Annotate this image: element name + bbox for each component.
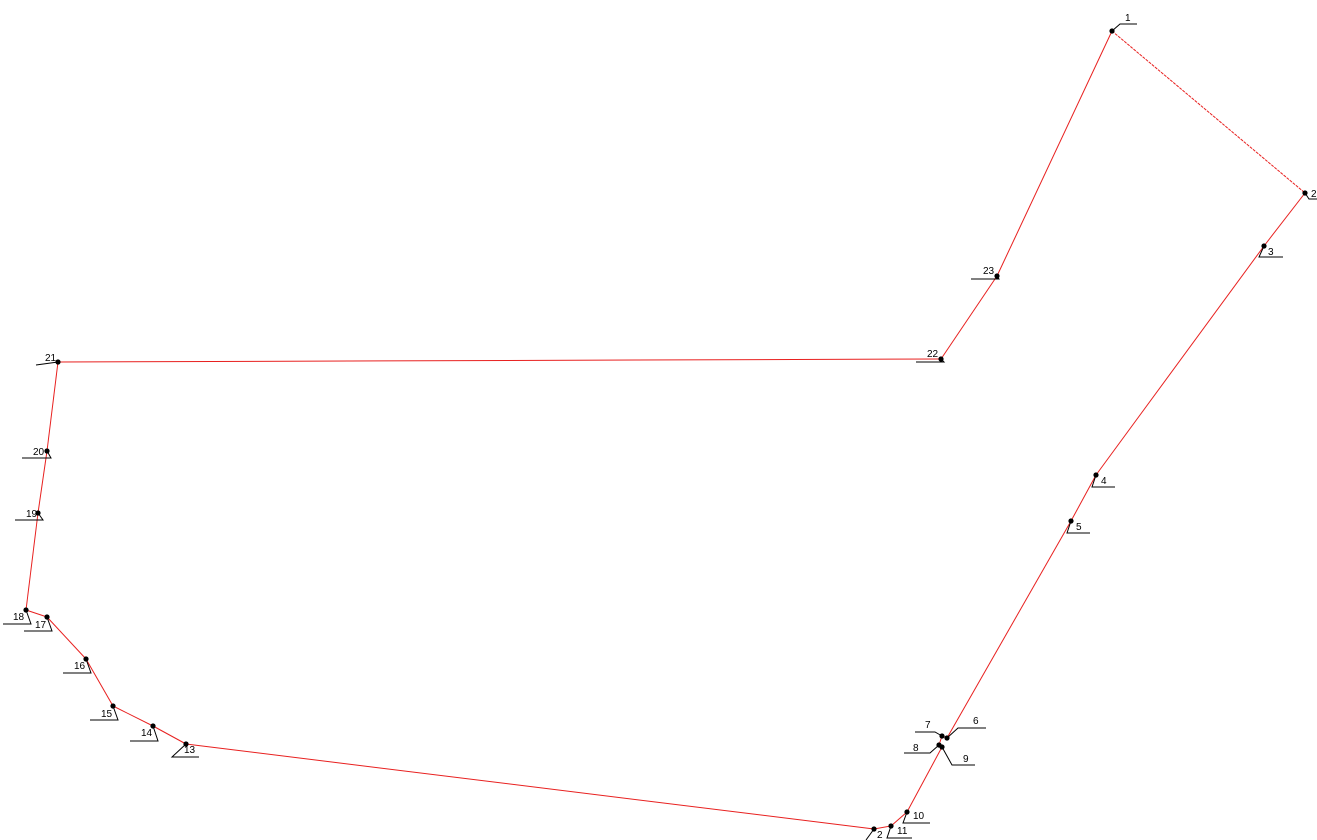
vertex-label: 18	[13, 612, 25, 623]
boundary-edge	[890, 811, 908, 827]
label-leader-line	[3, 609, 32, 625]
boundary-polygon	[25, 30, 1306, 830]
vertex-label: 10	[913, 811, 925, 822]
vertex-point	[44, 614, 50, 620]
label-leader-line	[15, 512, 44, 521]
boundary-edge	[940, 275, 998, 360]
vertex-label: 15	[101, 709, 113, 720]
vertex-label: 9	[963, 754, 969, 765]
label-leader-line	[130, 725, 159, 742]
label-leaders	[3, 23, 1317, 840]
label-leader-line	[24, 616, 53, 632]
vertex-label: 17	[35, 620, 47, 631]
vertex-point	[183, 741, 189, 747]
boundary-edge	[46, 361, 59, 452]
boundary-edge	[46, 616, 87, 660]
label-leader-line	[1091, 474, 1115, 488]
vertex-point	[944, 735, 950, 741]
vertex-label: 7	[925, 720, 931, 731]
boundary-edge	[85, 658, 114, 707]
vertex-label: 19	[26, 509, 38, 520]
boundary-edge	[1263, 192, 1306, 247]
vertex-label: 3	[1268, 247, 1274, 258]
vertex-label: 16	[74, 661, 86, 672]
vertex-point	[938, 356, 944, 362]
boundary-vertices	[23, 28, 1308, 832]
vertex-label: 2	[877, 830, 883, 840]
vertex-label: 5	[1076, 522, 1082, 533]
vertex-label: 13	[184, 745, 196, 756]
vertex-point	[994, 273, 1000, 279]
boundary-edge	[25, 512, 39, 611]
vertex-point	[150, 723, 156, 729]
vertex-label: 23	[983, 266, 995, 277]
vertex-point	[888, 823, 894, 829]
boundary-edge	[1070, 474, 1097, 522]
vertex-point	[1068, 518, 1074, 524]
boundary-edge	[1111, 30, 1306, 194]
label-leader-line	[1258, 245, 1283, 258]
vertex-label: 20	[33, 447, 45, 458]
vertex-label: 21	[45, 353, 57, 364]
boundary-edge	[946, 520, 1072, 739]
boundary-edge	[25, 609, 48, 618]
boundary-edge	[1095, 245, 1265, 476]
vertex-point	[1302, 190, 1308, 196]
label-leader-line	[902, 811, 930, 824]
label-leader-line	[915, 731, 943, 737]
label-leader-line	[886, 825, 912, 839]
vertex-point	[904, 809, 910, 815]
vertex-label: 8	[913, 743, 919, 754]
label-leader-line	[946, 727, 986, 739]
label-leader-line	[1066, 520, 1090, 534]
boundary-edge	[906, 746, 943, 813]
boundary-edge	[873, 825, 892, 830]
vertex-point	[1093, 472, 1099, 478]
vertex-point	[939, 733, 945, 739]
label-leader-line	[90, 705, 119, 721]
vertex-label: 2	[1311, 189, 1317, 200]
vertex-label: 11	[897, 826, 908, 837]
vertex-point	[23, 607, 29, 613]
vertex-point	[110, 703, 116, 709]
label-leader-line	[22, 450, 52, 459]
vertex-label: 22	[927, 349, 939, 360]
vertex-label: 1	[1125, 13, 1131, 24]
boundary-edge	[37, 450, 48, 514]
boundary-edge	[152, 725, 187, 745]
label-leader-line	[35, 361, 59, 366]
label-leader-line	[170, 743, 199, 758]
vertex-point	[1261, 243, 1267, 249]
vertex-label: 14	[141, 728, 153, 739]
vertex-label: 4	[1101, 476, 1107, 487]
vertex-point	[939, 744, 945, 750]
vertex-point	[1109, 28, 1115, 34]
boundary-edge	[112, 705, 154, 727]
boundary-edge	[996, 30, 1113, 277]
vertex-point	[55, 359, 61, 365]
label-leader-line	[904, 744, 940, 754]
boundary-edge	[57, 358, 942, 363]
vertex-point	[83, 656, 89, 662]
label-leader-line	[1111, 23, 1137, 32]
label-leader-line	[63, 658, 92, 674]
vertex-point	[871, 826, 877, 832]
boundary-edge	[185, 743, 875, 830]
vertex-point	[35, 510, 41, 516]
vertex-label: 6	[973, 716, 979, 727]
vertex-point	[44, 448, 50, 454]
label-leader-line	[941, 746, 975, 766]
